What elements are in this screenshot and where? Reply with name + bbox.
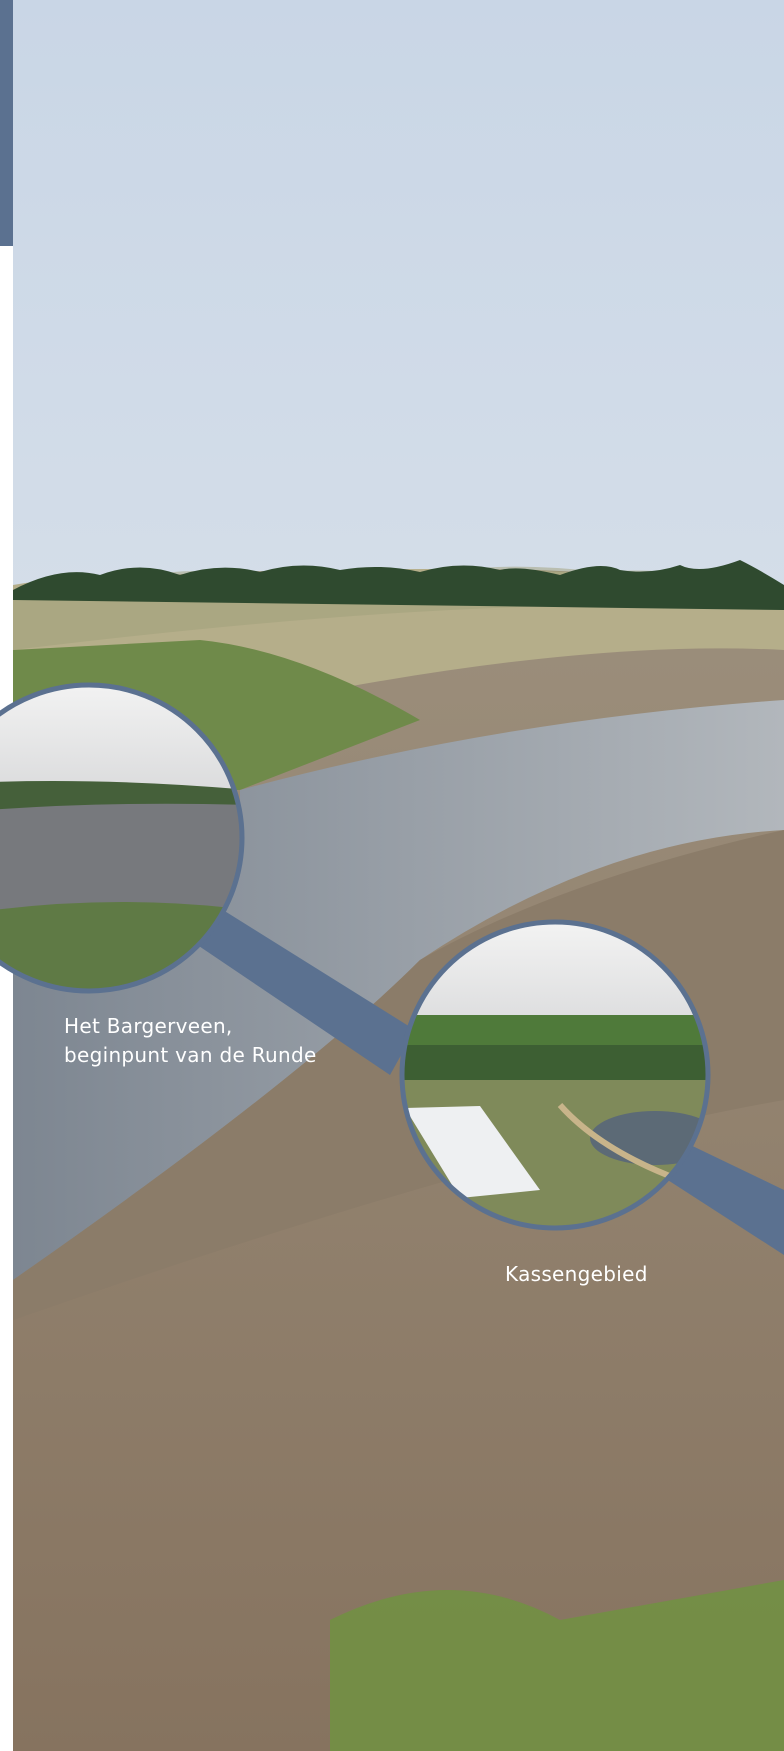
- connector-band: [660, 1140, 784, 1255]
- connector-band: [190, 905, 415, 1075]
- inset-border: [399, 919, 711, 1231]
- caption: Kassengebied: [505, 1262, 648, 1286]
- inset-border: [0, 682, 245, 994]
- accent-bar: [0, 0, 13, 246]
- inset-photo-kassen: [402, 922, 708, 1228]
- caption-line: Het Bargerveen,: [64, 1014, 233, 1038]
- landscape-photo: [13, 0, 784, 1751]
- caption-line: beginpunt van de Runde: [64, 1043, 317, 1067]
